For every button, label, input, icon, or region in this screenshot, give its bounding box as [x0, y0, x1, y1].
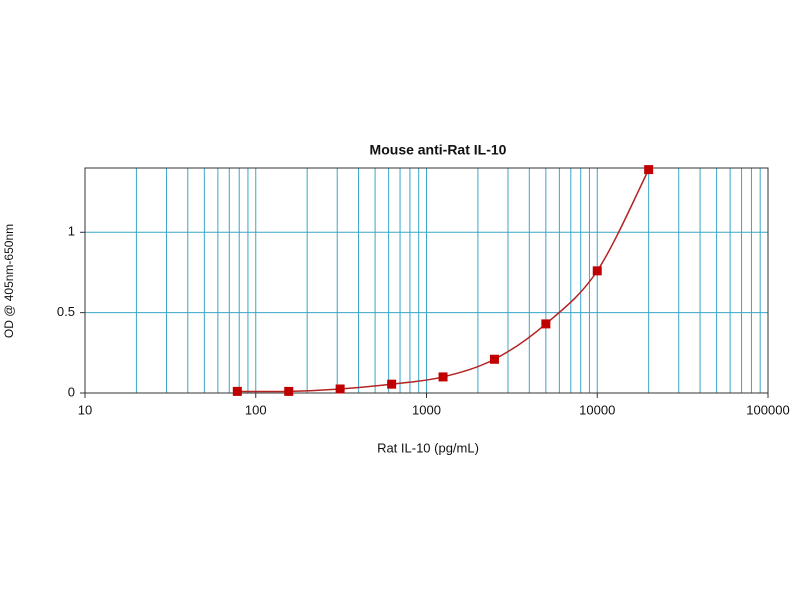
x-tick-label: 100 [245, 402, 267, 417]
data-point [232, 386, 242, 396]
x-axis-label: Rat IL-10 (pg/mL) [377, 440, 479, 455]
x-tick-label: 10 [78, 402, 92, 417]
y-axis-label: OD @ 405nm-650nm [2, 224, 16, 338]
plot-frame [84, 167, 769, 394]
data-point [644, 165, 654, 175]
x-tick-label: 10000 [579, 402, 615, 417]
y-tick-label: 1 [68, 224, 75, 239]
data-point [438, 372, 448, 382]
data-point [284, 386, 294, 396]
data-point [335, 384, 345, 394]
data-point [592, 266, 602, 276]
chart-title: Mouse anti-Rat IL-10 [370, 142, 507, 158]
data-point [541, 319, 551, 329]
y-tick-label: 0 [68, 384, 75, 399]
y-tick-label: 0.5 [57, 304, 75, 319]
x-tick-label: 1000 [412, 402, 441, 417]
data-point [387, 379, 397, 389]
x-tick-label: 100000 [746, 402, 789, 417]
data-point [489, 354, 499, 364]
